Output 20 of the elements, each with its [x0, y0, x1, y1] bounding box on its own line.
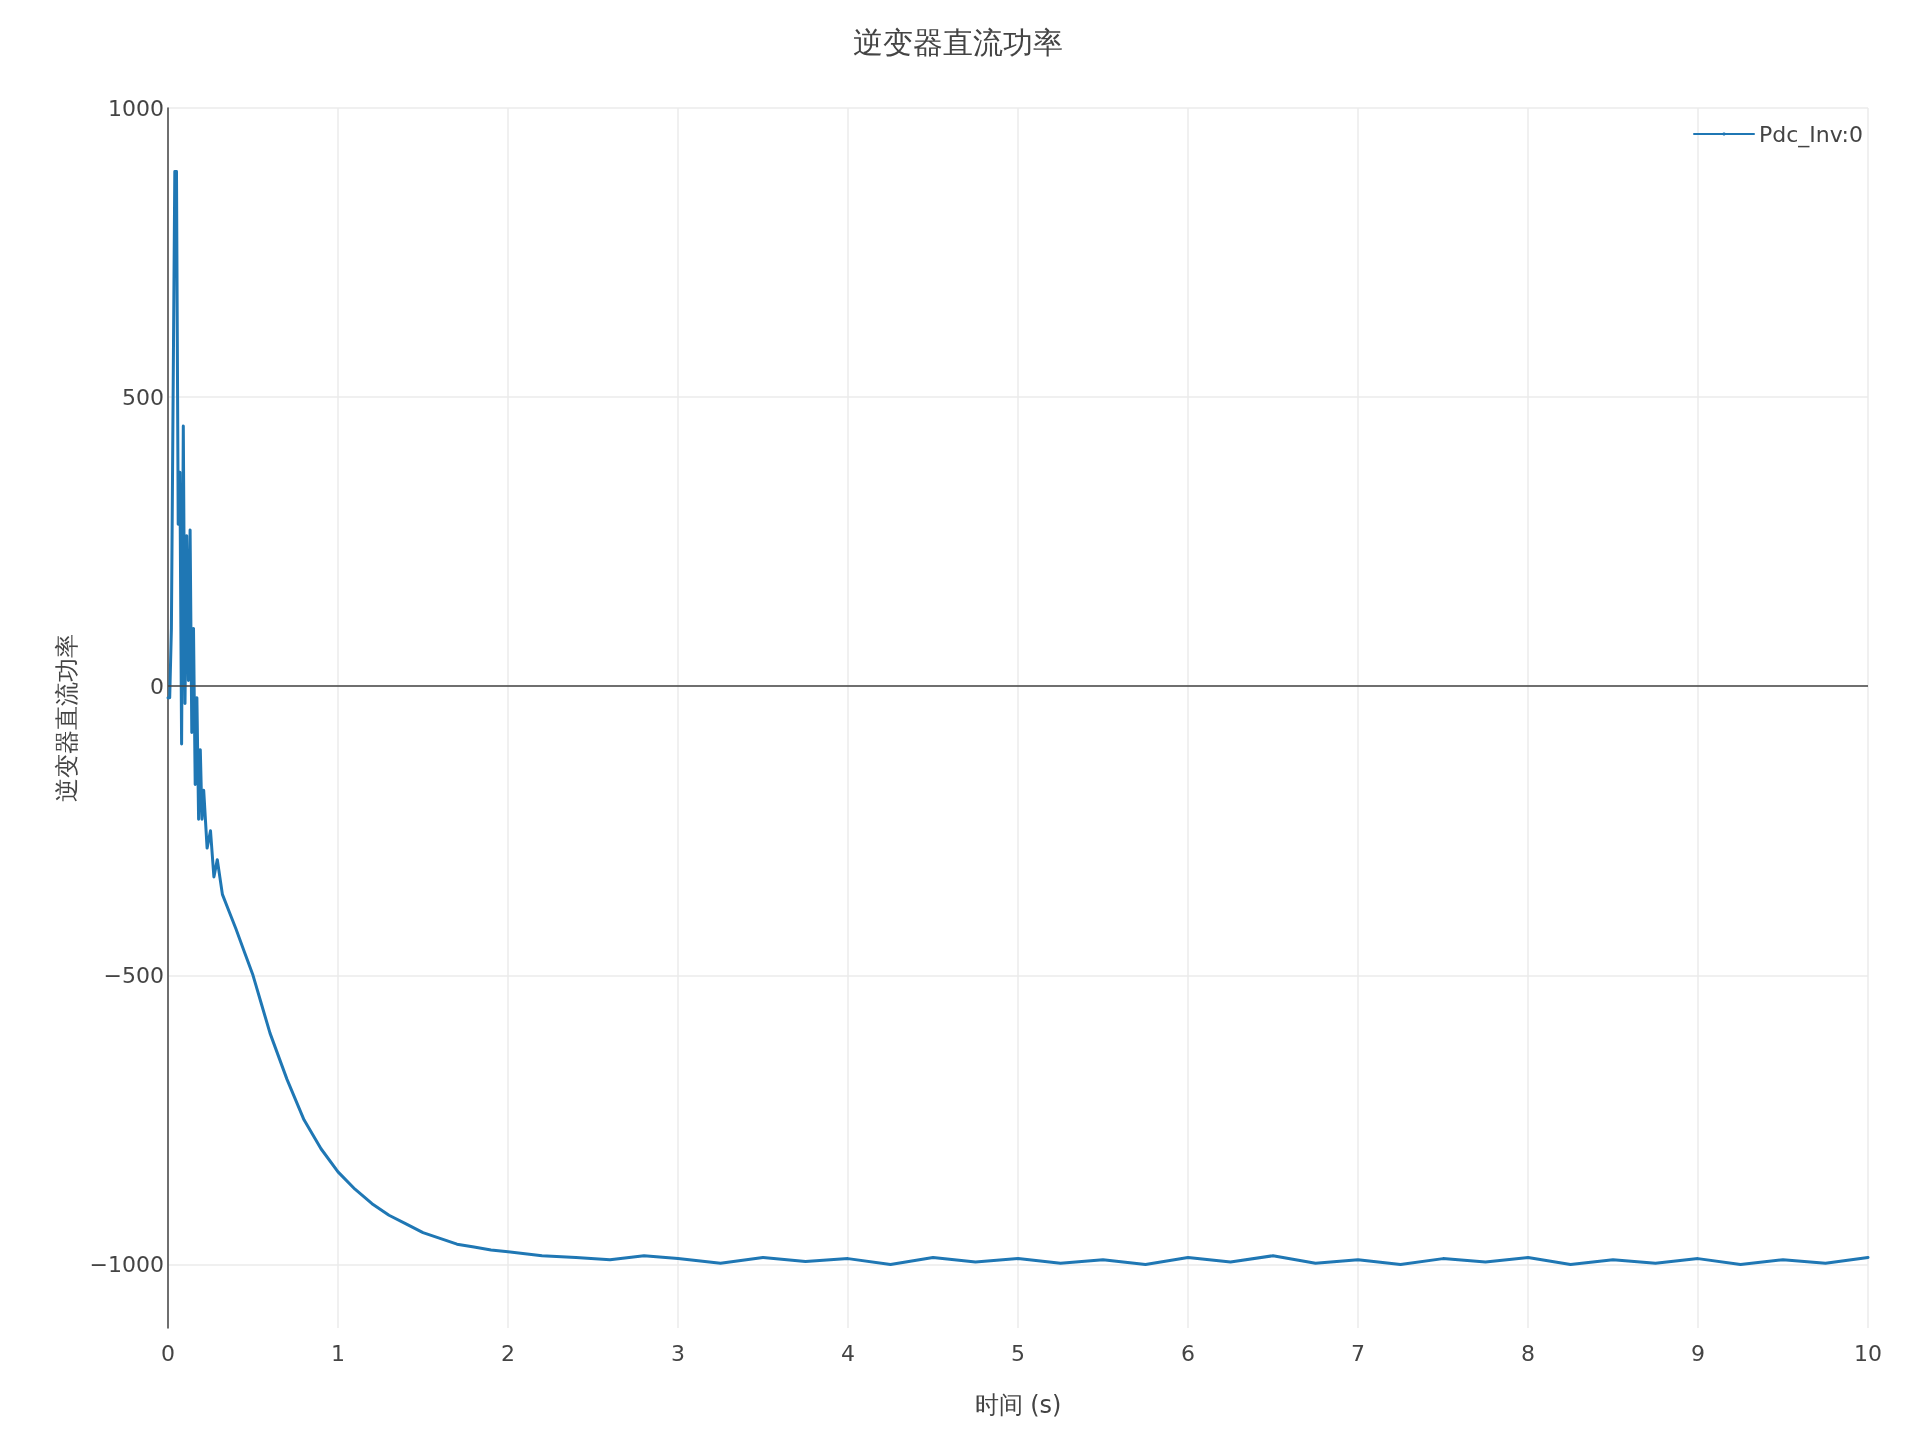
line-series [166, 170, 1870, 1266]
x-tick-label: 6 [1181, 1340, 1195, 1366]
x-tick-label: 7 [1351, 1340, 1365, 1366]
y-tick-label: 0 [150, 673, 164, 699]
y-axis-title: 逆变器直流功率 [52, 634, 81, 802]
x-axis-title: 时间 (s) [974, 1391, 1062, 1419]
x-tick-label: 10 [1854, 1340, 1882, 1366]
x-tick-label: 3 [671, 1340, 685, 1366]
x-tick-label: 2 [501, 1340, 515, 1366]
y-tick-label: 1000 [108, 95, 164, 121]
chart-title: 逆变器直流功率 [853, 24, 1063, 60]
x-tick-label: 4 [841, 1340, 855, 1366]
x-tick-label: 1 [331, 1340, 345, 1366]
legend-label: Pdc_Inv:0 [1759, 121, 1863, 148]
y-tick-label: −1000 [89, 1251, 164, 1277]
y-tick-label: −500 [103, 962, 164, 988]
y-tick-label: 500 [122, 384, 164, 410]
x-tick-label: 5 [1011, 1340, 1025, 1366]
x-tick-label: 8 [1521, 1340, 1535, 1366]
x-tick-label: 9 [1691, 1340, 1705, 1366]
